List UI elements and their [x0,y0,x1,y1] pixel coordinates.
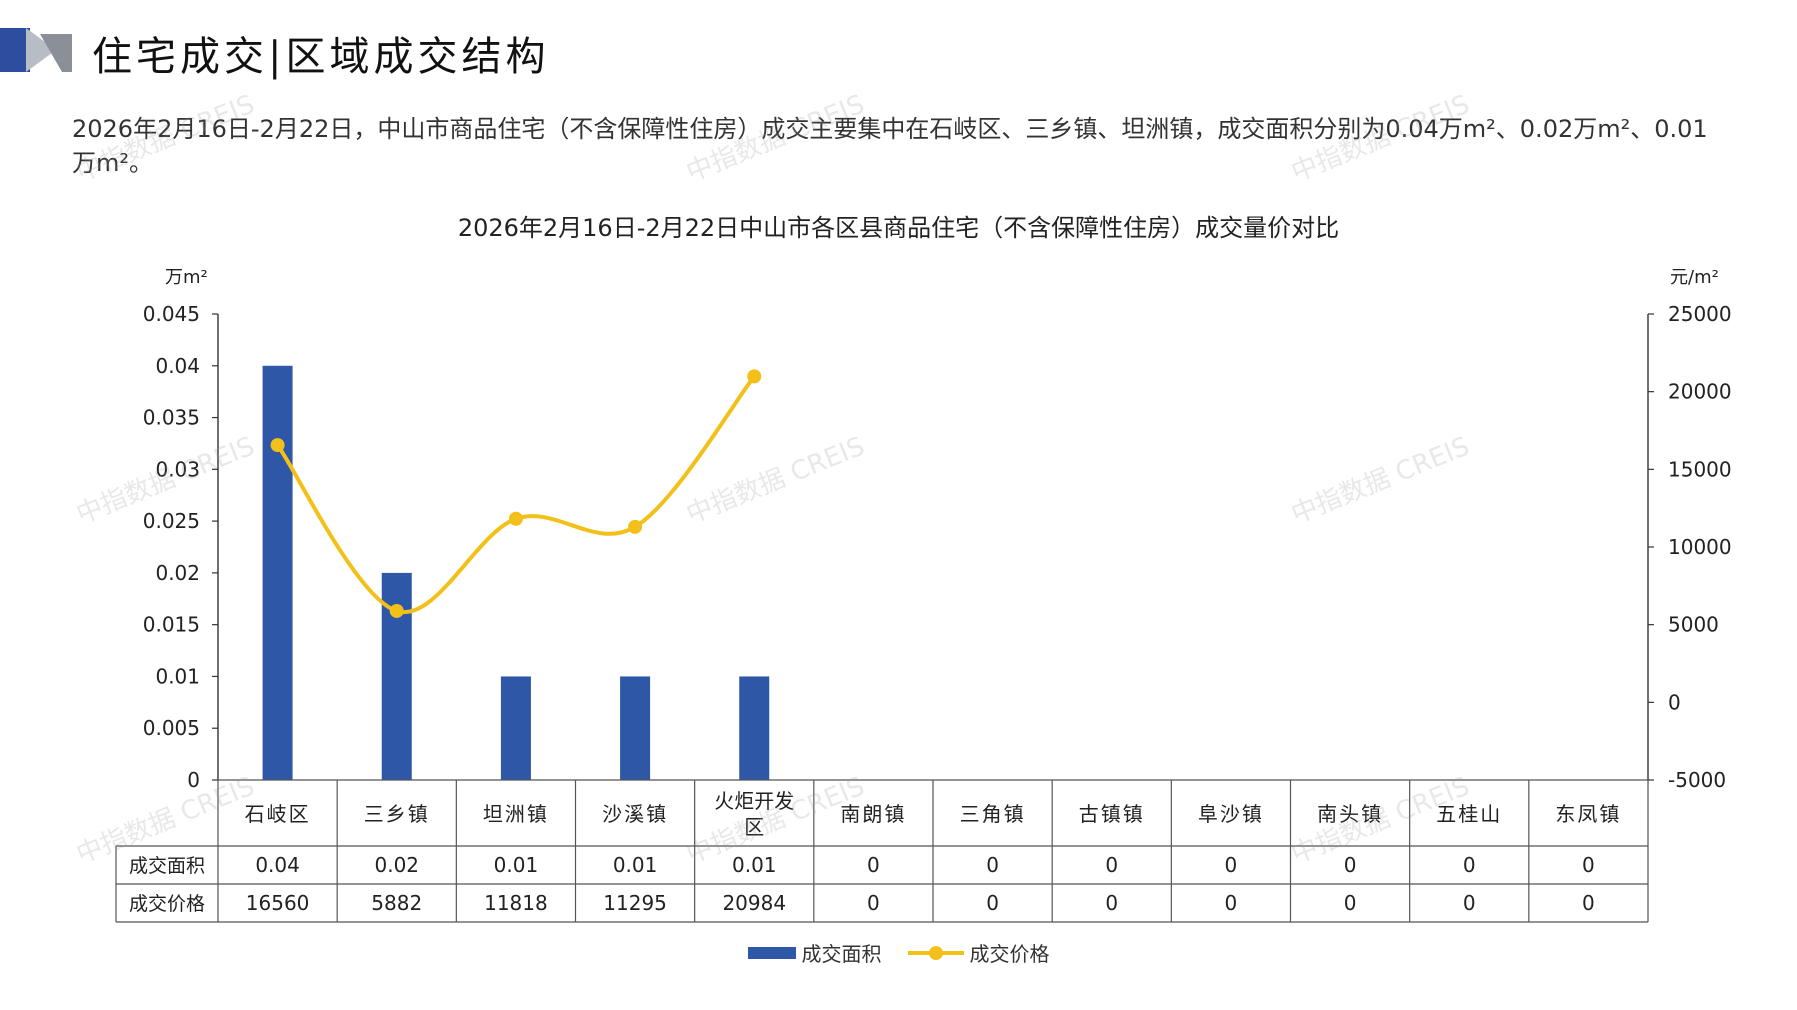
table-cell: 0 [986,853,999,877]
table-cell: 0.01 [613,853,658,877]
table-cell: 0 [1105,891,1118,915]
legend-label-price: 成交价格 [969,942,1050,966]
category-label: 五桂山 [1436,802,1502,826]
right-tick-label: 20000 [1668,380,1732,404]
category-label: 南朗镇 [840,802,906,826]
legend-item-area[interactable]: 成交面积 [747,938,882,967]
price-point-2 [508,511,523,526]
table-cell: 0.02 [374,853,419,877]
table-cell: 5882 [371,891,422,915]
category-label: 石岐区 [245,802,311,826]
right-tick-label: 25000 [1668,302,1732,326]
left-tick-label: 0.045 [143,302,200,326]
table-cell: 0 [1463,853,1476,877]
price-point-1 [389,603,404,618]
legend-swatch-bar [747,946,796,959]
table-cell: 0 [1344,891,1357,915]
category-label: 沙溪镇 [602,802,668,826]
category-label: 火炬开发 [714,789,794,813]
table-cell: 0 [1225,853,1238,877]
left-tick-label: 0.01 [155,664,200,688]
category-label: 三乡镇 [364,802,430,826]
table-row-label: 成交价格 [129,893,205,915]
left-tick-label: 0 [187,768,200,792]
price-point-0 [270,438,285,453]
table-cell: 0 [1225,891,1238,915]
legend-label-area: 成交面积 [801,942,882,966]
category-label: 区 [744,815,764,839]
table-cell: 0 [1582,891,1595,915]
right-tick-label: 5000 [1668,613,1719,637]
legend-swatch-line [907,945,964,960]
table-cell: 16560 [246,891,310,915]
table-cell: 11818 [484,891,548,915]
price-point-3 [628,519,643,534]
table-cell: 0.04 [255,853,300,877]
left-tick-label: 0.035 [143,406,200,430]
left-tick-label: 0.025 [143,509,200,533]
bar-area-2 [500,676,531,780]
category-label: 坦洲镇 [483,802,549,826]
right-tick-label: 10000 [1668,535,1732,559]
table-cell: 0.01 [732,853,777,877]
right-tick-label: 0 [1668,690,1681,714]
category-label: 阜沙镇 [1198,802,1264,826]
table-cell: 0.01 [494,853,539,877]
summary-text: 2026年2月16日-2月22日，中山市商品住宅（不含保障性住房）成交主要集中在… [72,115,1708,177]
chart-title: 2026年2月16日-2月22日中山市各区县商品住宅（不含保障性住房）成交量价对… [457,214,1340,242]
category-label: 南头镇 [1317,802,1383,826]
legend-item-price[interactable]: 成交价格 [907,938,1050,967]
header: 住宅成交|区域成交结构 [0,28,1797,80]
category-label: 三角镇 [960,802,1026,826]
price-point-4 [747,369,762,384]
left-tick-label: 0.02 [155,561,200,585]
page-title: 住宅成交|区域成交结构 [92,34,550,80]
combo-chart: 0.045 0.04 0.035 0.03 0.025 0.02 0.015 0.01 0.00… [115,267,1732,923]
chart-legend: 成交面积 成交价格 [0,938,1797,967]
bar-area-0 [262,365,293,780]
left-tick-label: 0.005 [143,716,200,740]
table-cell: 0 [1105,853,1118,877]
bar-area-4 [739,676,770,780]
logo-mark [0,28,72,72]
right-tick-label: -5000 [1668,768,1726,792]
table-cell: 11295 [603,891,667,915]
left-tick-label: 0.03 [155,457,200,481]
price-line [275,375,756,615]
left-tick-label: 0.015 [143,613,200,637]
table-cell: 0 [1344,853,1357,877]
table-cell: 20984 [722,891,786,915]
table-cell: 0 [1463,891,1476,915]
category-label: 东凤镇 [1555,802,1621,826]
left-axis-unit: 万m² [165,267,208,288]
right-tick-label: 15000 [1668,457,1732,481]
table-cell: 0 [986,891,999,915]
table-cell: 0 [867,853,880,877]
table-cell: 0 [1582,853,1595,877]
table-row-label: 成交面积 [129,855,205,877]
table-cell: 0 [867,891,880,915]
right-axis-unit: 元/m² [1670,267,1719,288]
category-label: 古镇镇 [1079,802,1145,826]
left-tick-label: 0.04 [155,354,200,378]
bar-area-3 [620,676,651,780]
